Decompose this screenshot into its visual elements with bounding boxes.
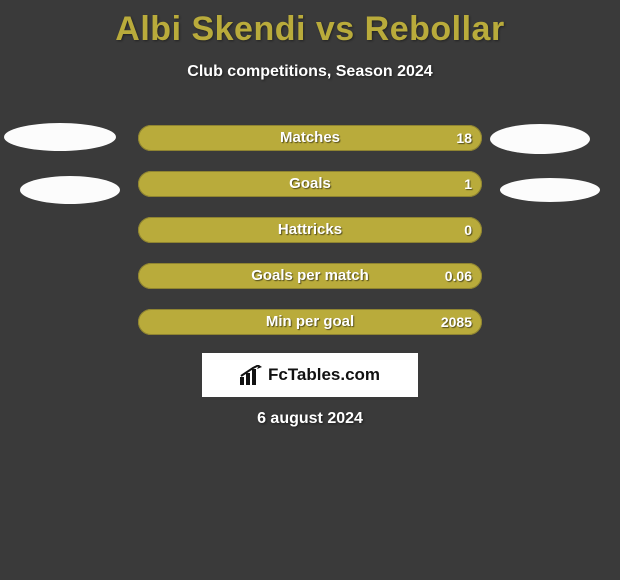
brand-text: FcTables.com — [268, 365, 380, 385]
avatar-ellipse-3 — [500, 178, 600, 202]
stat-bar-row: Goals1 — [138, 171, 482, 197]
avatar-ellipse-1 — [20, 176, 120, 204]
stat-bars: Matches18 Goals1 Hattricks0 Goals per match… — [138, 125, 482, 355]
stat-bar-right-value: 18 — [456, 125, 472, 151]
stat-bar-label: Matches — [138, 125, 482, 151]
stat-bar-row: Matches18 — [138, 125, 482, 151]
brand-box: FcTables.com — [202, 353, 418, 397]
stat-bar-row: Goals per match0.06 — [138, 263, 482, 289]
stat-bar-right-value: 2085 — [441, 309, 472, 335]
page-subtitle: Club competitions, Season 2024 — [0, 63, 620, 81]
stat-bar-right-value: 0 — [464, 217, 472, 243]
page-date: 6 august 2024 — [0, 410, 620, 428]
stat-bar-row: Hattricks0 — [138, 217, 482, 243]
stat-bar-label: Min per goal — [138, 309, 482, 335]
stat-bar-label: Goals per match — [138, 263, 482, 289]
avatar-ellipse-2 — [490, 124, 590, 154]
chart-icon — [240, 365, 262, 385]
avatar-ellipse-0 — [4, 123, 116, 151]
page-title: Albi Skendi vs Rebollar — [0, 0, 620, 49]
stat-bar-row: Min per goal2085 — [138, 309, 482, 335]
stat-bar-label: Hattricks — [138, 217, 482, 243]
stat-bar-right-value: 1 — [464, 171, 472, 197]
stat-bar-right-value: 0.06 — [445, 263, 472, 289]
stat-bar-label: Goals — [138, 171, 482, 197]
